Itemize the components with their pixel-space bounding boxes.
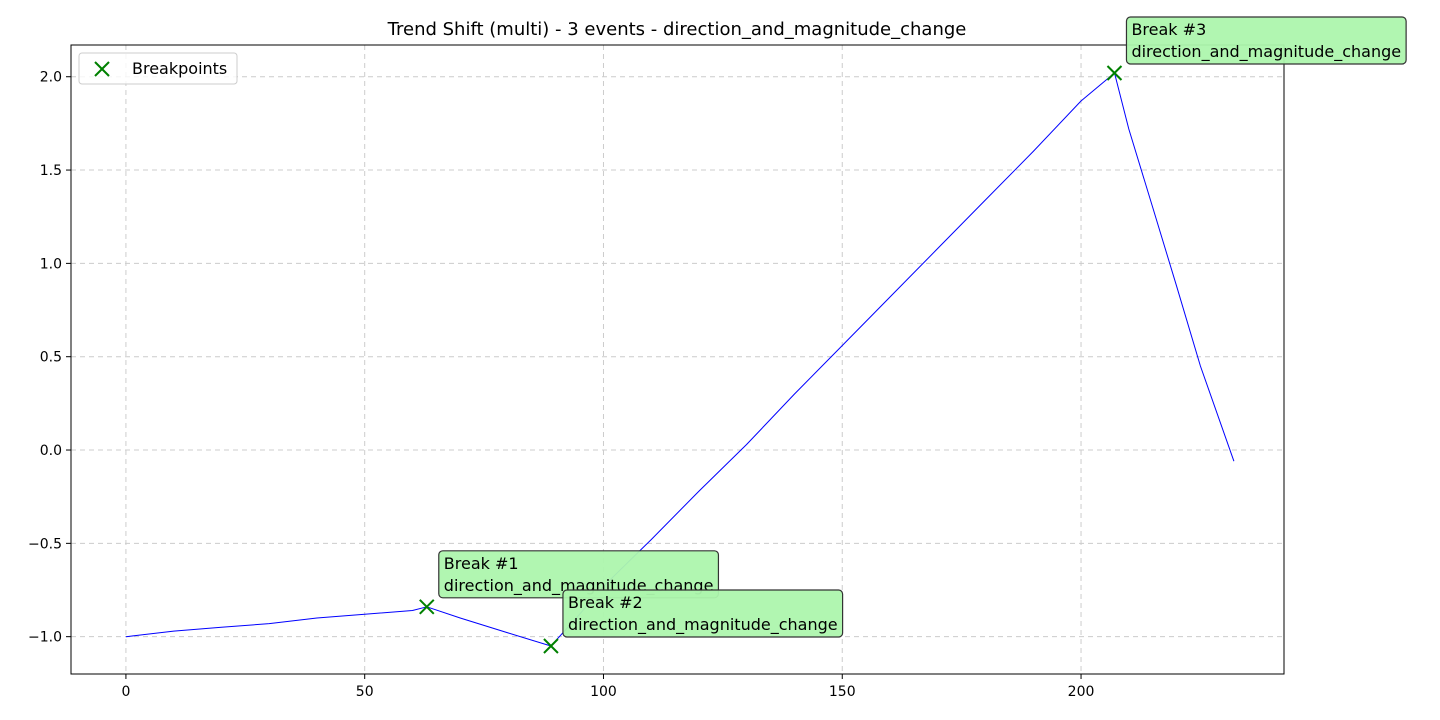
series-layer	[125, 72, 1235, 647]
x-tick-label: 50	[356, 684, 374, 700]
breakpoint-markers	[419, 65, 1123, 654]
y-tick-label: 2.0	[40, 70, 62, 86]
legend: Breakpoints	[78, 52, 238, 85]
annotation-title: Break #2	[568, 593, 643, 612]
chart-title: Trend Shift (multi) - 3 events - directi…	[387, 19, 967, 40]
annotation-background	[562, 589, 844, 638]
annotation-background	[1125, 16, 1407, 65]
x-tick-label: 150	[829, 684, 856, 700]
annotations: Break #1direction_and_magnitude_changeBr…	[438, 16, 1407, 638]
annotation-label: direction_and_magnitude_change	[1131, 42, 1401, 62]
legend-label-breakpoints: Breakpoints	[132, 59, 227, 78]
x-tick-label: 0	[121, 684, 130, 700]
y-tick-label: 0.5	[40, 350, 62, 366]
axes-ticks: 0 50 100 150 200 −1.0 −0.5 0.0 0.5 1.0 1.5 2.0	[28, 70, 1094, 700]
y-tick-label: 1.0	[40, 256, 62, 272]
annotation-label: direction_and_magnitude_change	[568, 615, 838, 635]
y-tick-label: −1.0	[28, 630, 62, 646]
legend-marker-icon	[94, 61, 110, 77]
x-tick-label: 200	[1068, 684, 1095, 700]
breakpoint-marker	[419, 599, 435, 615]
annotation-box: Break #3 direction_and_magnitude_change	[1125, 16, 1407, 65]
annotation-box: Break #2 direction_and_magnitude_change	[562, 589, 844, 638]
y-tick-label: 1.5	[40, 163, 62, 179]
breakpoint-marker	[543, 638, 559, 654]
plot-area	[70, 44, 1285, 675]
series-line	[125, 72, 1235, 647]
x-tick-label: 100	[590, 684, 617, 700]
legend-box	[78, 52, 238, 85]
annotation-title: Break #1	[444, 554, 519, 573]
legend-marker-breakpoints	[94, 61, 110, 77]
breakpoint-marker	[1106, 65, 1123, 81]
y-tick-label: 0.0	[40, 443, 62, 459]
annotation-title: Break #3	[1131, 20, 1206, 39]
y-tick-label: −0.5	[28, 536, 62, 552]
